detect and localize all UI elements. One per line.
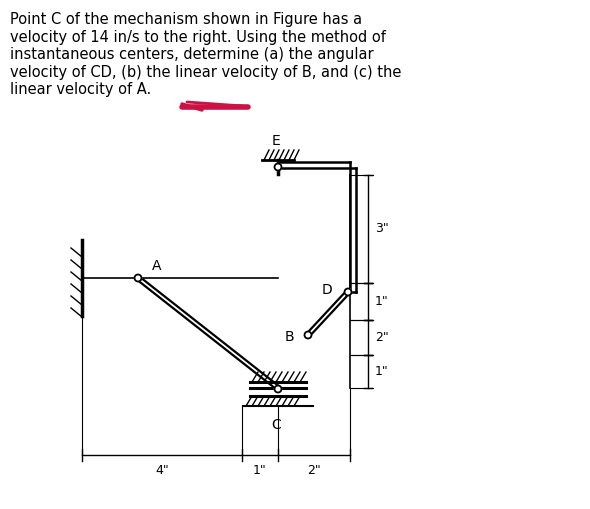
Text: A: A (152, 259, 162, 273)
Text: C: C (271, 418, 281, 432)
Circle shape (274, 385, 281, 392)
Text: 2": 2" (307, 464, 321, 477)
Text: linear velocity of A.: linear velocity of A. (10, 82, 151, 97)
Text: 2": 2" (375, 331, 389, 344)
Text: 1": 1" (253, 464, 267, 477)
Circle shape (345, 289, 352, 296)
Text: D: D (321, 283, 332, 297)
Text: E: E (271, 134, 280, 148)
Circle shape (304, 331, 312, 338)
Text: B: B (284, 330, 294, 344)
Circle shape (274, 163, 281, 171)
Text: velocity of CD, (b) the linear velocity of B, and (c) the: velocity of CD, (b) the linear velocity … (10, 65, 401, 79)
Text: Point C of the mechanism shown in Figure has a: Point C of the mechanism shown in Figure… (10, 12, 362, 27)
Text: 4": 4" (155, 464, 169, 477)
Text: 3": 3" (375, 222, 389, 236)
Text: instantaneous centers, determine (a) the angular: instantaneous centers, determine (a) the… (10, 47, 373, 62)
Text: 1": 1" (375, 295, 389, 308)
Circle shape (135, 274, 142, 281)
Text: velocity of 14 in/s to the right. Using the method of: velocity of 14 in/s to the right. Using … (10, 30, 386, 44)
Text: 1": 1" (375, 365, 389, 378)
